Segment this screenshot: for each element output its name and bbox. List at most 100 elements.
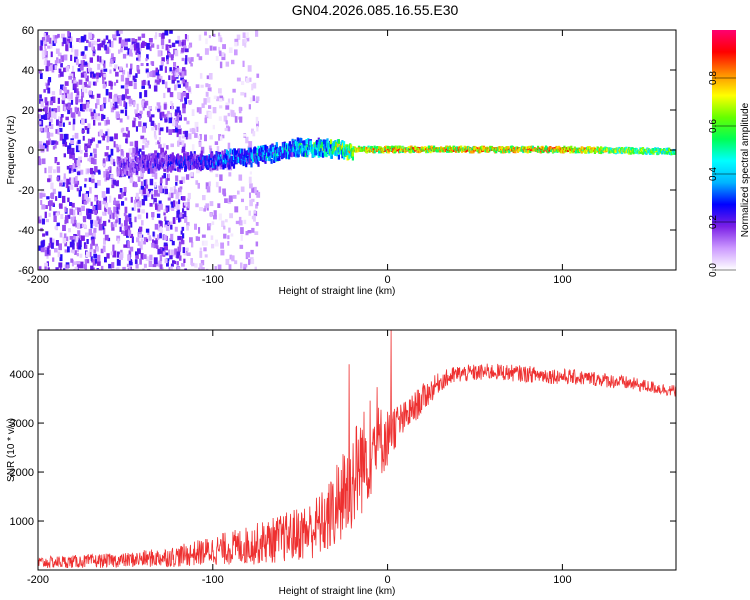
spectrogram-noise-cell xyxy=(181,57,185,62)
spectrogram-trace-cell xyxy=(312,148,315,154)
spectrogram-noise-cell xyxy=(112,244,115,252)
spectrogram-noise-cell xyxy=(182,247,185,253)
spectrogram-noise-cell xyxy=(51,140,55,146)
spectrogram-noise-cell xyxy=(50,192,55,200)
spectrogram-noise-cell xyxy=(199,134,202,140)
spectrogram-trace-cell xyxy=(268,156,271,162)
spectrogram-noise-cell xyxy=(139,258,142,265)
spectrogram-trace-cell xyxy=(326,138,329,144)
spectrogram-noise-cell xyxy=(47,113,50,119)
spectrogram-noise-cell xyxy=(96,76,99,83)
spectrogram-noise-cell xyxy=(76,171,81,176)
spectrogram-noise-cell xyxy=(92,49,96,55)
spectrogram-noise-cell xyxy=(77,111,81,117)
spectrogram-trace-cell xyxy=(187,155,190,161)
spectrogram-trace-cell xyxy=(343,154,346,160)
spectrogram-noise-cell xyxy=(76,242,80,249)
spectrogram-noise-cell xyxy=(85,75,89,82)
spectrogram-noise-cell xyxy=(137,200,142,208)
spectrogram-noise-cell xyxy=(168,129,172,135)
spectrogram-trace-cell xyxy=(504,149,507,153)
spectrogram-noise-cell xyxy=(107,98,111,103)
spectrogram-noise-cell xyxy=(228,47,233,53)
spectrogram-noise-cell xyxy=(141,145,145,150)
spectrogram-noise-cell xyxy=(167,52,172,58)
spectrogram-trace-cell xyxy=(507,146,510,150)
spectrogram-noise-cell xyxy=(39,98,44,104)
spectrogram-noise-cell xyxy=(45,65,49,72)
spectrogram-noise-cell xyxy=(198,56,203,61)
spectrogram-noise-cell xyxy=(145,228,150,233)
spectrogram-noise-cell xyxy=(48,212,51,217)
spectrogram-noise-cell xyxy=(63,268,66,270)
spectrogram-noise-cell xyxy=(125,133,128,138)
spectrogram-noise-cell xyxy=(177,92,181,99)
spectrogram-noise-cell xyxy=(129,141,134,147)
spectrogram-noise-cell xyxy=(172,129,175,133)
spectrogram-noise-cell xyxy=(128,217,132,225)
spectrogram-trace-cell xyxy=(262,145,265,151)
spectrogram-noise-cell xyxy=(149,178,154,186)
spectrogram-noise-cell xyxy=(191,109,195,116)
spectrogram-noise-cell xyxy=(136,237,140,243)
spectrogram-noise-cell xyxy=(115,219,118,224)
spectrogram-trace-cell xyxy=(341,140,344,145)
plot-frame xyxy=(37,329,677,571)
spectrogram-noise-cell xyxy=(69,107,73,114)
spectrogram-noise-cell xyxy=(182,67,186,72)
spectrogram-noise-cell xyxy=(219,37,223,43)
spectrogram-noise-cell xyxy=(118,95,122,100)
spectrogram-noise-cell xyxy=(95,258,98,264)
spectrogram-trace-cell xyxy=(336,151,339,157)
spectrogram-noise-cell xyxy=(45,231,49,236)
y-tick-label: 40 xyxy=(22,65,34,77)
spectrogram-noise-cell xyxy=(64,106,67,112)
spectrogram-noise-cell xyxy=(47,178,51,182)
spectrogram-trace-cell xyxy=(161,157,164,163)
spectrogram-noise-cell xyxy=(67,214,71,219)
spectrogram-noise-cell xyxy=(122,53,127,59)
spectrogram-trace-cell xyxy=(132,161,135,167)
spectrogram-trace-cell xyxy=(186,152,189,158)
spectrogram-noise-cell xyxy=(161,79,165,85)
spectrogram-noise-cell xyxy=(74,158,77,166)
spectrogram-noise-cell xyxy=(168,114,171,118)
spectrogram-noise-cell xyxy=(54,157,57,164)
spectrogram-noise-cell xyxy=(81,119,85,125)
x-tick-label: 100 xyxy=(553,274,571,286)
spectrogram-noise-cell xyxy=(178,141,182,145)
spectrogram-noise-cell xyxy=(135,251,139,256)
spectrogram-noise-cell xyxy=(129,233,134,238)
spectrogram-noise-cell xyxy=(251,83,254,91)
spectrogram-trace-cell xyxy=(163,158,166,164)
spectrogram-noise-cell xyxy=(53,211,57,216)
spectrogram-noise-cell xyxy=(94,182,98,189)
spectrogram-trace-cell xyxy=(124,157,127,163)
spectrogram-noise-cell xyxy=(82,103,87,110)
spectrogram-noise-cell xyxy=(155,106,159,111)
spectrogram-noise-cell xyxy=(93,109,96,114)
spectrogram-noise-cell xyxy=(93,81,97,86)
spectrogram-noise-cell xyxy=(77,230,81,237)
spectrogram-noise-cell xyxy=(66,178,70,182)
colorbar-tick-label: 0.2 xyxy=(708,215,719,229)
spectrogram-noise-cell xyxy=(72,163,75,169)
spectrogram-noise-cell xyxy=(227,142,231,150)
spectrogram-noise-cell xyxy=(84,46,88,51)
spectrogram-trace-cell xyxy=(163,166,167,172)
spectrogram-noise-cell xyxy=(172,67,176,71)
spectrogram-noise-cell xyxy=(91,137,95,142)
spectrogram-noise-cell xyxy=(190,57,194,62)
spectrogram-noise-cell xyxy=(159,255,163,262)
spectrogram-noise-cell xyxy=(102,211,105,216)
spectrogram-noise-cell xyxy=(45,101,49,106)
spectrogram-noise-cell xyxy=(126,95,131,100)
spectrogram-noise-cell xyxy=(61,42,64,47)
spectrogram-noise-cell xyxy=(108,80,112,86)
spectrogram-noise-cell xyxy=(137,241,142,246)
spectrogram-noise-cell xyxy=(216,146,220,152)
spectrogram-noise-cell xyxy=(156,73,161,80)
spectrogram-noise-cell xyxy=(135,255,139,259)
spectrogram-noise-cell xyxy=(53,215,57,222)
spectrogram-trace-cell xyxy=(323,144,326,150)
